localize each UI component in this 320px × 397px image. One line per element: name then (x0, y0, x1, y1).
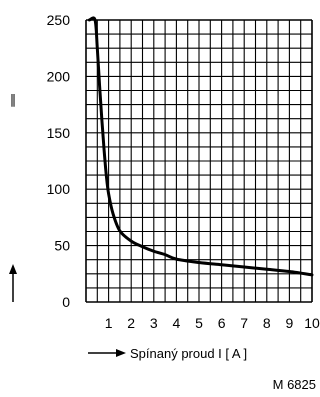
y-tick-label: 150 (47, 125, 71, 141)
grid (85, 19, 313, 303)
x-axis-label: Spínaný proud I [ A ] (130, 346, 247, 361)
x-tick-label: 7 (240, 315, 248, 331)
x-tick-label: 2 (127, 315, 135, 331)
x-tick-labels: 1 2 3 4 5 6 7 8 9 10 (105, 315, 320, 331)
y-tick-label: 100 (47, 181, 71, 197)
figure-code: M 6825 (273, 377, 316, 392)
x-tick-label: 1 (105, 315, 113, 331)
x-tick-label: 10 (304, 315, 320, 331)
series-line (87, 16, 314, 277)
x-tick-label: 4 (173, 315, 181, 331)
x-tick-label: 5 (195, 315, 203, 331)
y-axis-arrow-icon (9, 264, 17, 302)
y-tick-label: 0 (62, 294, 70, 310)
y-tick-label: 250 (47, 12, 71, 28)
x-tick-label: 3 (150, 315, 158, 331)
y-axis-symbol: ∥ (10, 92, 17, 107)
x-tick-label: 6 (218, 315, 226, 331)
y-tick-label: 50 (54, 238, 70, 254)
y-tick-label: 200 (47, 68, 71, 84)
x-tick-label: 9 (286, 315, 294, 331)
x-tick-label: 8 (263, 315, 271, 331)
x-axis-arrow-icon (88, 349, 126, 357)
y-tick-labels: 0 50 100 150 200 250 (47, 12, 71, 310)
